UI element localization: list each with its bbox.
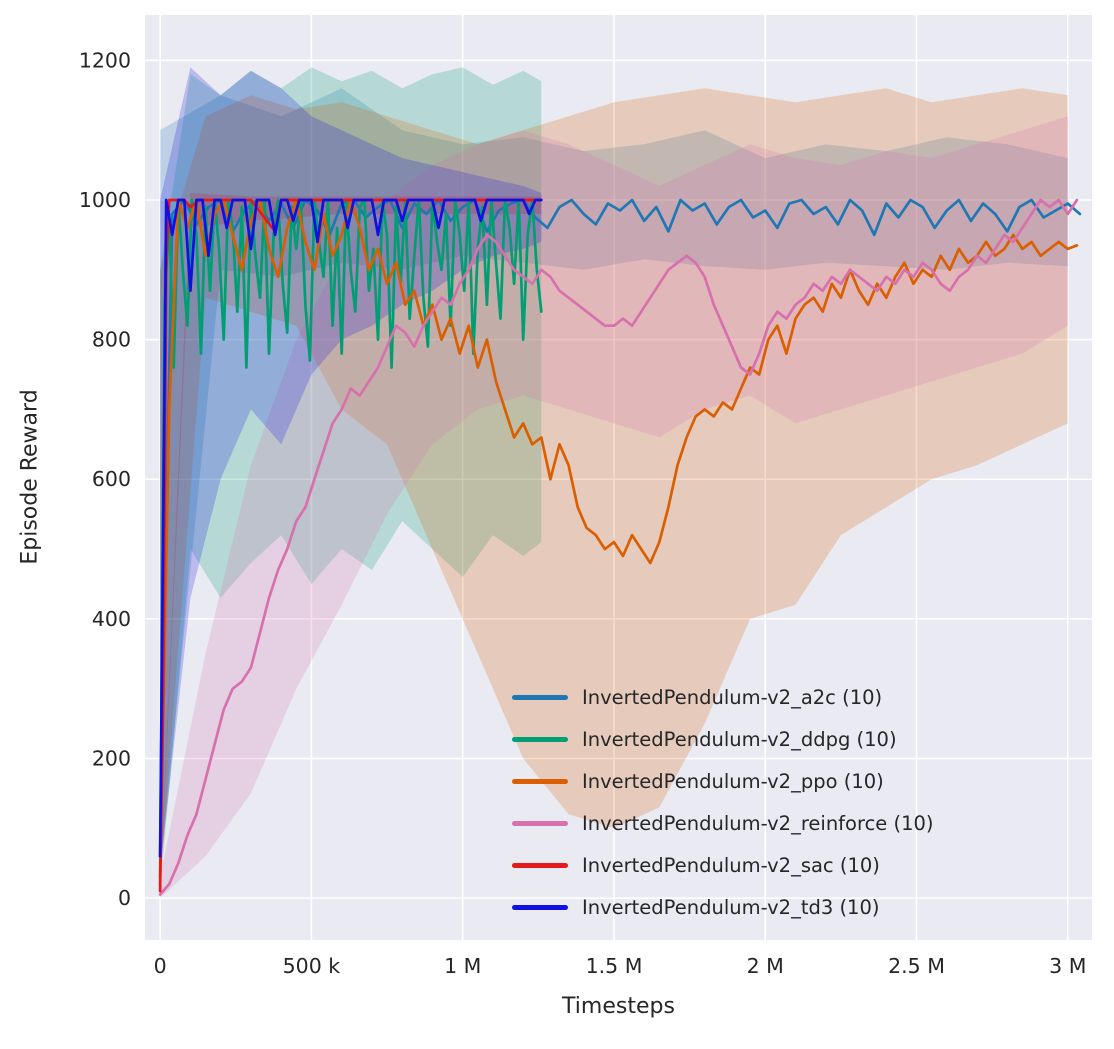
legend-item: InvertedPendulum-v2_sac (10): [512, 849, 934, 882]
legend-swatch-line: [512, 779, 568, 784]
x-tick-label: 2 M: [747, 954, 784, 978]
series-line: [158, 198, 1079, 896]
series-line: [158, 198, 543, 858]
x-tick-label: 3 M: [1049, 954, 1086, 978]
y-tick-label: 0: [118, 886, 131, 910]
x-tick-label: 0: [154, 954, 167, 978]
series-line: [158, 198, 1079, 879]
legend-swatch-line: [512, 863, 568, 868]
y-axis-label: Episode Reward: [17, 389, 43, 565]
y-tick-label: 1200: [79, 48, 131, 72]
y-tick-label: 600: [92, 467, 131, 491]
legend-item: InvertedPendulum-v2_td3 (10): [512, 891, 934, 924]
x-tick-label: 2.5 M: [888, 954, 945, 978]
legend-item: InvertedPendulum-v2_ppo (10): [512, 765, 934, 798]
y-tick-label: 200: [92, 747, 131, 771]
legend-label: InvertedPendulum-v2_sac (10): [582, 854, 880, 877]
legend: InvertedPendulum-v2_a2c (10) InvertedPend…: [512, 681, 934, 924]
x-tick-label: 500 k: [283, 954, 341, 978]
legend-swatch-line: [512, 905, 568, 910]
legend-item: InvertedPendulum-v2_reinforce (10): [512, 807, 934, 840]
legend-swatch-line: [512, 737, 568, 742]
legend-label: InvertedPendulum-v2_td3 (10): [582, 896, 880, 919]
series-lines: [158, 198, 1082, 896]
y-tick-label: 1000: [79, 188, 131, 212]
legend-label: InvertedPendulum-v2_reinforce (10): [582, 812, 934, 835]
legend-label: InvertedPendulum-v2_a2c (10): [582, 686, 883, 709]
x-tick-label: 1 M: [444, 954, 481, 978]
x-axis-label: Timesteps: [562, 994, 675, 1019]
confidence-bands: [160, 67, 1068, 899]
plot-background: [145, 15, 1092, 940]
y-tick-label: 400: [92, 607, 131, 631]
legend-label: InvertedPendulum-v2_ppo (10): [582, 770, 884, 793]
legend-swatch-line: [512, 695, 568, 700]
legend-item: InvertedPendulum-v2_a2c (10): [512, 681, 934, 714]
gridlines: [145, 15, 1092, 940]
y-tick-label: 800: [92, 328, 131, 352]
legend-swatch-line: [512, 821, 568, 826]
legend-item: InvertedPendulum-v2_ddpg (10): [512, 723, 934, 756]
legend-label: InvertedPendulum-v2_ddpg (10): [582, 728, 897, 751]
x-tick-label: 1.5 M: [586, 954, 643, 978]
